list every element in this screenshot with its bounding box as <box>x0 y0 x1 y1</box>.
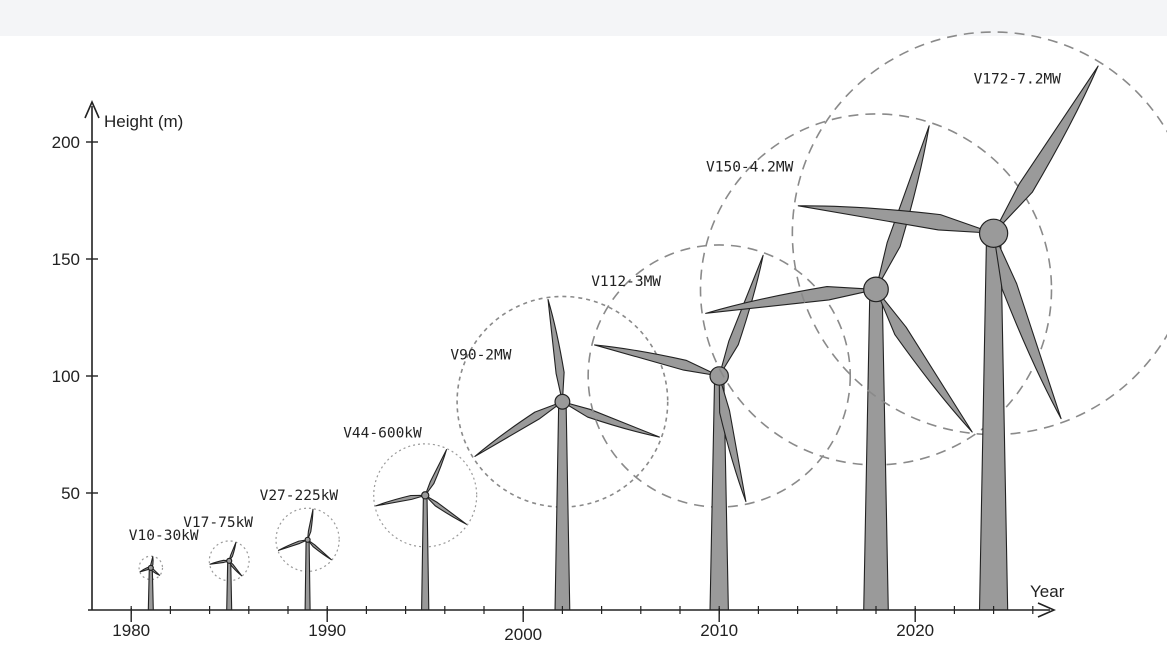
hub <box>709 366 729 386</box>
hub <box>554 393 571 410</box>
turbine-v10-30kw: V10-30kW <box>129 528 199 611</box>
hub <box>147 564 154 571</box>
blade <box>705 286 877 314</box>
tower <box>554 401 571 611</box>
blade <box>594 344 720 377</box>
tower <box>147 567 154 611</box>
blade <box>561 401 660 438</box>
blade <box>474 401 563 457</box>
blade <box>424 494 468 525</box>
blade <box>875 125 930 290</box>
x-tick-label: 2000 <box>504 625 542 644</box>
blade <box>993 232 1062 420</box>
turbine-v27-225kw: V27-225kW <box>260 488 340 611</box>
x-axis-label: Year <box>1030 582 1065 601</box>
turbine-label: V172-7.2MW <box>974 71 1062 87</box>
turbine-label: V112-3MW <box>591 274 661 290</box>
hub <box>863 276 889 303</box>
blade <box>277 539 309 551</box>
x-axis-arrow <box>1037 602 1056 618</box>
y-axis-label: Height (m) <box>104 112 183 131</box>
y-tick-label: 50 <box>61 484 80 503</box>
x-ticks: 1980 1990 2000 2010 2020 <box>112 606 1034 644</box>
turbine-label: V44-600kW <box>343 425 422 441</box>
blade <box>993 65 1099 234</box>
y-axis-arrow <box>84 100 100 119</box>
turbine-v90-2mw: V90-2MW <box>450 295 669 611</box>
turbine-v172-7-2mw: V172-7.2MW <box>791 31 1167 611</box>
y-tick-label: 200 <box>52 133 80 152</box>
blade <box>228 560 243 577</box>
blade <box>875 288 973 433</box>
hub <box>978 218 1009 248</box>
tower <box>421 494 430 611</box>
rotor-sweep-circle <box>456 295 669 508</box>
turbine-label: V17-75kW <box>183 515 253 531</box>
tower <box>226 560 233 611</box>
turbine-label: V27-225kW <box>260 488 339 504</box>
hub <box>304 536 311 543</box>
blade <box>307 508 314 541</box>
blade <box>797 205 995 234</box>
blade <box>209 559 230 565</box>
axes <box>84 100 1056 618</box>
x-tick-label: 2010 <box>700 621 738 640</box>
blade <box>228 541 237 562</box>
tower <box>863 288 889 611</box>
turbine-v17-75kw: V17-75kW <box>183 515 253 611</box>
turbine-v150-4-2mw: V150-4.2MW <box>699 113 1053 611</box>
x-tick-label: 1980 <box>112 621 150 640</box>
tower <box>304 539 311 611</box>
y-tick-label: 100 <box>52 367 80 386</box>
x-tick-label: 1990 <box>308 621 346 640</box>
blade <box>718 254 764 377</box>
blade <box>424 449 448 496</box>
hub <box>420 491 430 500</box>
turbine-label: V150-4.2MW <box>706 159 794 175</box>
x-tick-label: 2020 <box>896 621 934 640</box>
turbine-v44-600kw: V44-600kW <box>343 425 478 611</box>
blade <box>718 375 747 503</box>
blade <box>375 494 426 507</box>
blade <box>307 539 332 561</box>
rotor-sweep-circle <box>138 555 164 581</box>
hub <box>226 557 233 564</box>
blade <box>547 299 565 403</box>
turbine-label: V90-2MW <box>450 348 511 364</box>
turbine-label: V10-30kW <box>129 528 199 544</box>
y-ticks: 200 150 100 50 <box>52 133 98 503</box>
y-tick-label: 150 <box>52 250 80 269</box>
turbine-v112-3mw: V112-3MW <box>587 244 852 611</box>
rotor-sweep-circle <box>275 507 340 572</box>
